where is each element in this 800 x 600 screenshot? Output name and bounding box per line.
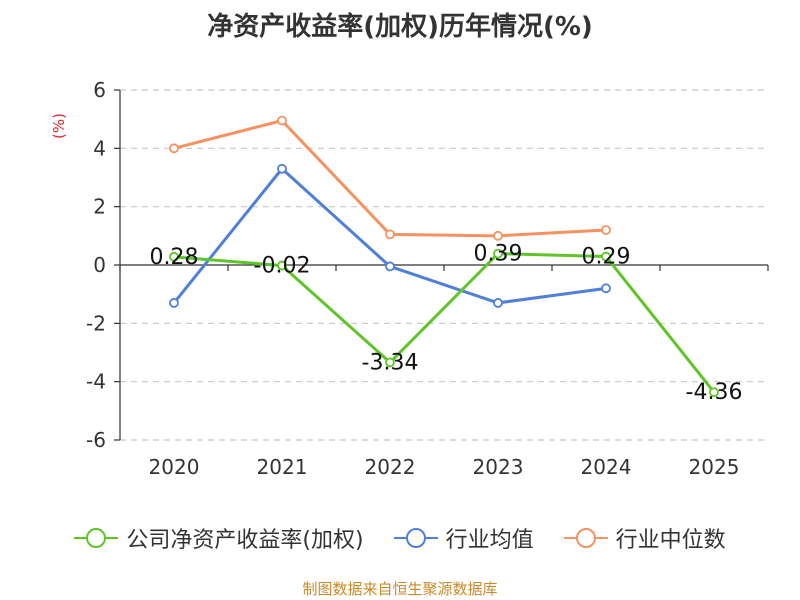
y-tick-label: 4 — [93, 136, 106, 160]
y-tick-label: -6 — [86, 428, 106, 452]
data-point — [169, 298, 179, 308]
data-point — [709, 387, 719, 398]
x-tick-label: 2024 — [581, 455, 632, 479]
x-tick-label: 2025 — [689, 455, 740, 479]
legend: 公司净资产收益率(加权) 行业均值 行业中位数 — [0, 520, 800, 556]
data-label: -4.36 — [686, 380, 743, 405]
series-line — [173, 252, 716, 394]
legend-item-industry-mean[interactable]: 行业均值 — [393, 522, 534, 554]
y-tick-label: 6 — [93, 78, 106, 102]
chart-title: 净资产收益率(加权)历年情况(%) — [207, 12, 593, 42]
legend-label-industry-median: 行业中位数 — [615, 528, 726, 553]
y-axis-unit-label: (%) — [50, 113, 68, 139]
y-tick-label: 0 — [93, 253, 106, 277]
data-point — [385, 229, 395, 240]
x-tick-label: 2020 — [149, 455, 200, 479]
data-point — [601, 283, 611, 294]
legend-item-industry-median[interactable]: 行业中位数 — [563, 522, 726, 554]
y-tick-label: -2 — [86, 311, 106, 335]
data-source-note: 制图数据来自恒生聚源数据库 — [302, 580, 498, 598]
data-point — [169, 251, 179, 262]
y-tick-label: -4 — [86, 370, 106, 394]
legend-marker-industry-mean — [393, 527, 438, 549]
x-tick-label: 2023 — [473, 455, 524, 479]
data-point — [277, 115, 287, 126]
data-label: -3.34 — [362, 350, 419, 375]
legend-item-company-roe[interactable]: 公司净资产收益率(加权) — [74, 522, 364, 554]
legend-marker-industry-median — [563, 527, 608, 549]
data-point — [601, 251, 611, 262]
legend-label-company-roe: 公司净资产收益率(加权) — [126, 528, 364, 553]
y-tick-label: 2 — [93, 195, 106, 219]
data-label: -0.02 — [254, 254, 311, 279]
x-tick-label: 2022 — [365, 455, 416, 479]
data-point — [493, 248, 503, 259]
data-point — [385, 357, 395, 368]
legend-label-industry-mean: 行业均值 — [445, 528, 534, 553]
data-point — [277, 260, 287, 271]
data-point — [601, 225, 611, 235]
data-label: 0.29 — [582, 245, 631, 270]
data-point — [493, 230, 503, 241]
data-point — [493, 298, 503, 308]
data-label: 0.39 — [474, 242, 523, 267]
data-point — [169, 143, 179, 154]
data-label: 0.28 — [150, 245, 199, 270]
series-line — [173, 119, 607, 238]
data-point — [385, 261, 395, 272]
x-tick-label: 2021 — [257, 455, 308, 479]
data-point — [277, 163, 287, 174]
legend-marker-company-roe — [74, 527, 119, 549]
